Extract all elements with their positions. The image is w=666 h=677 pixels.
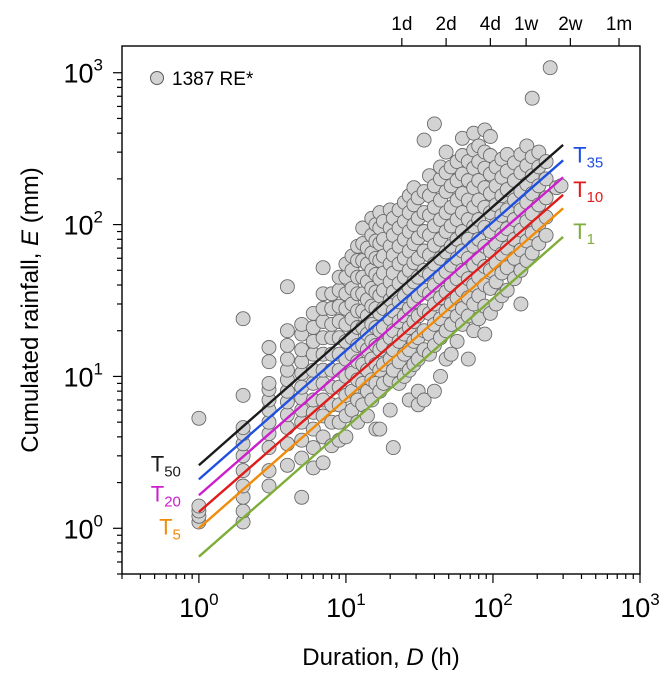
- data-point: [460, 351, 476, 367]
- threshold-label-t10: T10: [573, 177, 603, 206]
- data-points: [191, 60, 569, 530]
- data-point: [482, 129, 498, 144]
- y-axis-title: Cumulated rainfall, E (mm): [17, 167, 44, 452]
- data-point: [294, 489, 310, 505]
- threshold-line-t35: [198, 159, 564, 481]
- y-tick-label: 100: [63, 511, 103, 544]
- threshold-labels: T50 T35 T20 T10 T5 T1: [151, 142, 604, 543]
- data-point: [499, 282, 515, 298]
- threshold-line-t1: [198, 235, 564, 558]
- data-point: [235, 387, 251, 403]
- data-point: [279, 323, 295, 339]
- threshold-label-t20: T20: [151, 481, 181, 510]
- plot-frame: [121, 45, 641, 575]
- data-point: [315, 455, 331, 471]
- data-point: [315, 260, 331, 276]
- legend-marker: [150, 71, 164, 85]
- data-point: [372, 421, 388, 437]
- data-point: [235, 478, 251, 494]
- top-axis-label: 2d: [436, 14, 457, 35]
- data-point: [416, 132, 432, 148]
- data-point: [382, 402, 398, 418]
- top-axis-label: 1m: [606, 14, 632, 35]
- data-point: [513, 296, 529, 312]
- threshold-lines: [198, 143, 564, 558]
- data-point: [433, 368, 448, 384]
- x-axis-title: Duration, D (h): [302, 644, 459, 671]
- top-axis-label: 4d: [480, 14, 501, 35]
- data-point: [416, 392, 432, 408]
- top-axis-label: 1w: [514, 14, 539, 35]
- data-point: [261, 375, 277, 391]
- data-point: [426, 116, 442, 132]
- x-tick-label: 102: [473, 590, 513, 623]
- data-point: [261, 354, 277, 370]
- data-point: [538, 171, 554, 187]
- data-point: [279, 279, 295, 295]
- threshold-line-t50: [198, 143, 564, 467]
- data-point: [538, 227, 554, 243]
- threshold-line-t10: [198, 193, 564, 513]
- threshold-label-t5: T5: [159, 514, 181, 543]
- data-point: [426, 383, 442, 399]
- data-point: [477, 326, 493, 342]
- data-point: [235, 311, 251, 327]
- threshold-line-t5: [198, 207, 564, 530]
- data-point: [449, 333, 465, 349]
- data-point: [553, 178, 569, 194]
- top-axis-label: 1d: [391, 14, 412, 35]
- legend-label: 1387 RE*: [172, 69, 254, 90]
- axes: 100 101 102 103 100 101 102 103 1d 2d 4d 1w 2w 1m: [63, 14, 659, 623]
- data-point: [261, 478, 277, 494]
- data-point: [279, 337, 295, 353]
- top-axis-label: 2w: [558, 14, 583, 35]
- data-point: [359, 408, 375, 424]
- x-tick-label: 103: [620, 590, 660, 623]
- y-tick-label: 102: [63, 208, 103, 241]
- x-tick-label: 101: [326, 590, 366, 623]
- data-point: [385, 440, 401, 456]
- data-point: [524, 90, 540, 106]
- data-point: [235, 463, 251, 479]
- data-point: [443, 346, 459, 362]
- y-tick-label: 101: [63, 359, 103, 392]
- data-point: [261, 340, 277, 355]
- legend: 1387 RE*: [150, 69, 254, 90]
- data-point: [294, 432, 310, 448]
- threshold-label-t50: T50: [151, 451, 181, 480]
- threshold-label-t1: T1: [573, 219, 595, 248]
- threshold-label-t35: T35: [573, 142, 603, 171]
- data-point: [235, 503, 251, 519]
- data-point: [438, 144, 454, 160]
- x-tick-label: 100: [179, 590, 219, 623]
- data-point: [279, 351, 295, 367]
- data-point: [305, 440, 321, 456]
- data-point: [338, 429, 354, 445]
- y-tick-label: 103: [63, 56, 103, 89]
- data-point: [191, 410, 207, 426]
- data-point: [279, 457, 295, 473]
- data-point: [542, 60, 558, 76]
- threshold-line-t20: [198, 176, 564, 497]
- data-point: [261, 463, 277, 479]
